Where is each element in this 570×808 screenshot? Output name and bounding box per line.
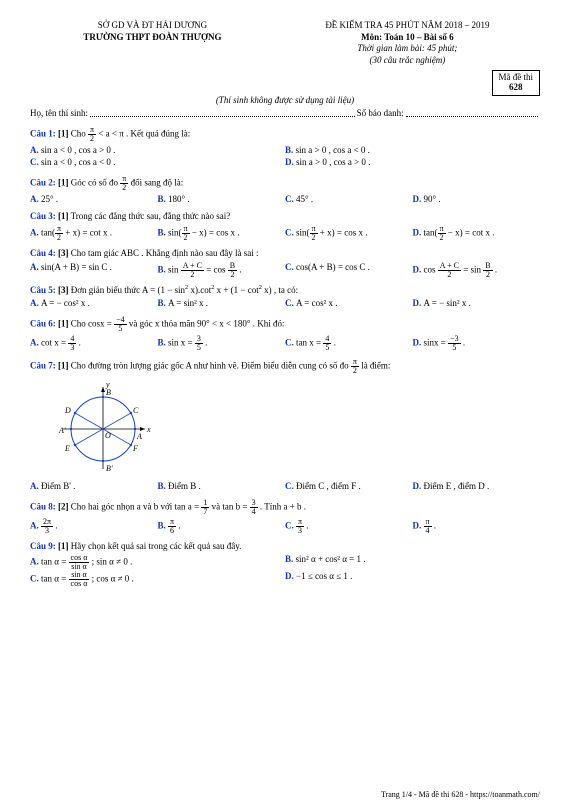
svg-text:B: B	[106, 388, 111, 397]
q9-B: sin² α + cos² α = 1 .	[296, 554, 366, 564]
subject: Môn: Toán 10 – Bài số 6	[275, 32, 540, 44]
svg-text:C: C	[133, 406, 139, 415]
q7-t1: Cho đường tròn lượng giác gốc A như hình…	[71, 361, 351, 371]
pi-over-2: π2	[88, 126, 96, 143]
q1-weight: [1]	[58, 129, 69, 139]
instruction: (Thí sinh không được sử dụng tài liệu)	[30, 95, 540, 107]
fill-line: Họ, tên thí sinh: Số báo danh:	[30, 108, 540, 120]
pi-over-2-c: π2	[351, 358, 359, 375]
q2-t2: đổi sang độ là:	[131, 177, 184, 187]
question-6: Câu 6: [1] Cho cosx = −45 và góc x thỏa …	[30, 316, 540, 352]
exam-page: SỞ GD VÀ ĐT HẢI DƯƠNG TRƯỜNG THPT ĐOÀN T…	[0, 0, 570, 808]
svg-text:B': B'	[106, 464, 113, 473]
question-7: Câu 7: [1] Cho đường tròn lượng giác gốc…	[30, 358, 540, 493]
q6-t2: và góc x thỏa mãn 90° < x < 180° . Khi đ…	[129, 319, 285, 329]
unit-circle-figure: x y O A A' B B' C D E F	[48, 379, 158, 479]
sbd-field	[406, 108, 538, 117]
q8-weight: [2]	[58, 501, 69, 511]
count: (30 câu trắc nghiệm)	[275, 55, 540, 67]
svg-text:F: F	[132, 444, 138, 453]
exam-code-box: Mã đề thi 628	[492, 70, 541, 96]
q8-label: Câu 8:	[30, 501, 56, 511]
q9-D: −1 ≤ cos α ≤ 1 .	[296, 571, 352, 581]
q4-weight: [3]	[58, 248, 69, 258]
q3-label: Câu 3:	[30, 211, 56, 221]
q6-label: Câu 6:	[30, 319, 56, 329]
q5-t2: x).cot	[190, 285, 211, 295]
q6-weight: [1]	[58, 319, 69, 329]
school: TRƯỜNG THPT ĐOÀN THƯỢNG	[30, 32, 275, 44]
q1-C: sin a < 0 , cos a < 0 .	[41, 157, 115, 167]
q7-D: Điểm E , điểm D .	[424, 481, 490, 491]
pi-over-2-b: π2	[120, 175, 128, 192]
q7-t2: là điểm:	[361, 361, 390, 371]
q6-t1: Cho cosx =	[71, 319, 114, 329]
q8-t3: . Tính a + b .	[260, 501, 306, 511]
footer: Trang 1/4 - Mã đề thi 628 - https://toan…	[381, 790, 540, 800]
q7-A: Điểm B' .	[41, 481, 75, 491]
q5-D: A = − sin² x .	[424, 298, 471, 308]
svg-text:O: O	[105, 431, 111, 440]
cosx-val: −45	[114, 316, 127, 333]
q3-weight: [1]	[58, 211, 69, 221]
code: 628	[499, 83, 534, 93]
q5-weight: [3]	[58, 285, 69, 295]
svg-text:E: E	[64, 444, 70, 453]
q9-label: Câu 9:	[30, 541, 56, 551]
dept: SỞ GD VÀ ĐT HẢI DƯƠNG	[30, 20, 275, 32]
svg-text:D: D	[64, 406, 71, 415]
q2-A: 25° .	[41, 194, 58, 204]
q2-B: 180° .	[168, 194, 190, 204]
q1-t2: < a < π . Kết quả đúng là:	[98, 129, 190, 139]
question-1: Câu 1: [1] Cho π2 < a < π . Kết quả đúng…	[30, 126, 540, 168]
q1-t1: Cho	[71, 129, 88, 139]
q7-label: Câu 7:	[30, 361, 56, 371]
q7-weight: [1]	[58, 361, 69, 371]
q1-label: Câu 1:	[30, 129, 56, 139]
q5-C: A = cos² x .	[296, 298, 338, 308]
q4-label: Câu 4:	[30, 248, 56, 258]
title: ĐỀ KIỂM TRA 45 PHÚT NĂM 2018 – 2019	[275, 20, 540, 32]
question-3: Câu 3: [1] Trong các đẳng thức sau, đẳng…	[30, 211, 540, 242]
svg-text:A: A	[136, 432, 142, 441]
q9-text: Hãy chọn kết quả sai trong các kết quả s…	[71, 541, 242, 551]
time: Thời gian làm bài: 45 phút;	[275, 43, 540, 55]
q5-A: A = − cos² x .	[41, 298, 90, 308]
q2-t1: Góc có số đo	[71, 177, 121, 187]
q1-A: sin a < 0 , cos a > 0 .	[41, 145, 115, 155]
q5-t4: x) , ta có:	[264, 285, 298, 295]
q2-D: 90° .	[424, 194, 441, 204]
question-2: Câu 2: [1] Góc có số đo π2 đổi sang độ l…	[30, 175, 540, 206]
q7-B: Điểm B .	[168, 481, 201, 491]
q2-label: Câu 2:	[30, 177, 56, 187]
q8-t2: và tan b =	[212, 501, 250, 511]
question-8: Câu 8: [2] Cho hai góc nhọn a và b với t…	[30, 499, 540, 535]
q5-label: Câu 5:	[30, 285, 56, 295]
q9-weight: [1]	[58, 541, 69, 551]
svg-text:A': A'	[58, 426, 66, 435]
name-field	[90, 108, 355, 117]
q7-C: Điểm C , điểm F .	[296, 481, 361, 491]
q8-t1: Cho hai góc nhọn a và b với tan a =	[71, 501, 202, 511]
q5-t3: x + (1 − cot	[217, 285, 259, 295]
q5-t1: Đơn giản biểu thức A = (1 − sin	[71, 285, 185, 295]
q2-C: 45° .	[296, 194, 313, 204]
header: SỞ GD VÀ ĐT HẢI DƯƠNG TRƯỜNG THPT ĐOÀN T…	[30, 20, 540, 67]
svg-text:x: x	[146, 425, 151, 434]
q4-text: Cho tam giác ABC . Khẳng định nào sau đâ…	[71, 248, 259, 258]
sbd-label: Số báo danh:	[357, 108, 404, 120]
q3-text: Trong các đẳng thức sau, đẳng thức nào s…	[71, 211, 231, 221]
q2-weight: [1]	[58, 177, 69, 187]
q5-B: A = sin² x .	[168, 298, 208, 308]
q1-B: sin a > 0 , cos a < 0 .	[296, 145, 370, 155]
question-5: Câu 5: [3] Đơn giản biểu thức A = (1 − s…	[30, 285, 540, 310]
q1-D: sin a > 0 , cos a > 0 .	[296, 157, 370, 167]
question-4: Câu 4: [3] Cho tam giác ABC . Khẳng định…	[30, 248, 540, 279]
question-9: Câu 9: [1] Hãy chọn kết quả sai trong cá…	[30, 541, 540, 589]
name-label: Họ, tên thí sinh:	[30, 108, 88, 120]
